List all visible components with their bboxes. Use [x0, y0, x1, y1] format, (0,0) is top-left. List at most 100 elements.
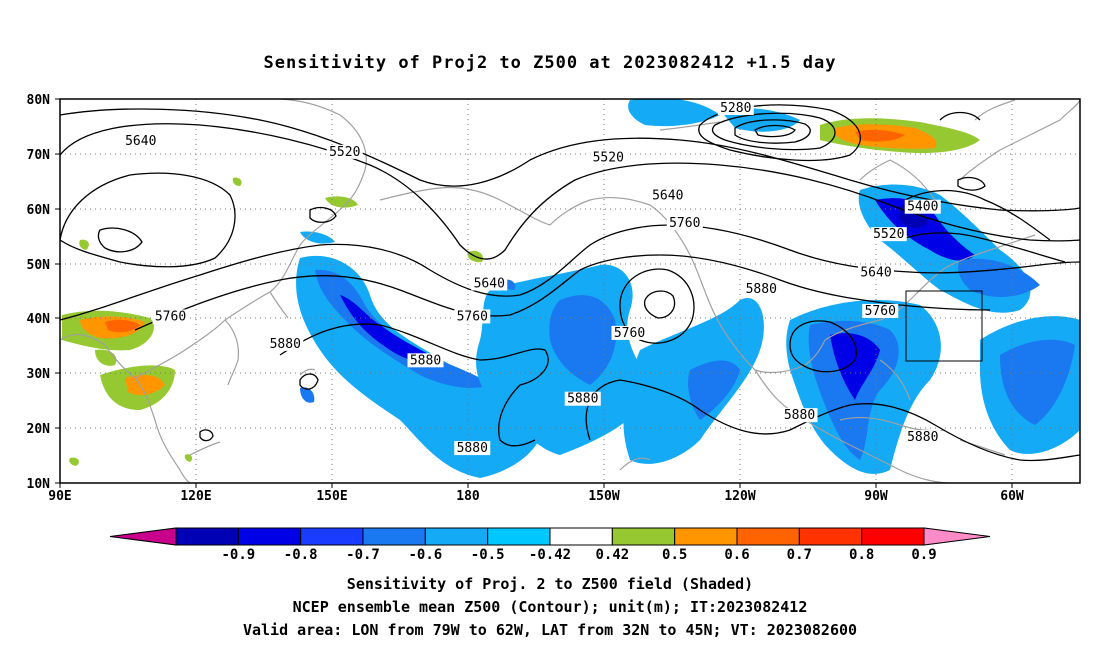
colorbar-tick: -0.8 [284, 547, 318, 563]
svg-text:5760: 5760 [614, 326, 645, 341]
lon-label: 180 [456, 489, 480, 504]
colorbar-swatch [237, 527, 302, 546]
svg-text:5640: 5640 [125, 134, 156, 149]
colorbar [109, 527, 991, 546]
longitude-labels: 90E 120E 150E 180 150W 120W 90W 60W [48, 489, 1024, 504]
lon-label: 90W [864, 489, 888, 504]
contour-label: 5760 [611, 325, 648, 341]
svg-text:5760: 5760 [457, 309, 488, 324]
contour-label: 5760 [666, 216, 703, 231]
svg-text:5400: 5400 [907, 200, 938, 215]
lon-label: 60W [1000, 489, 1024, 504]
lat-label: 40N [27, 312, 51, 327]
latitude-labels: 80N 70N 60N 50N 40N 30N 20N 10N [27, 93, 51, 492]
positive-sensitivity-shading [62, 118, 980, 466]
svg-text:5520: 5520 [873, 227, 904, 242]
lat-lon-grid [60, 99, 1080, 483]
contour-label: 5880 [407, 353, 444, 368]
contour-label: 5880 [267, 336, 304, 352]
colorbar-swatch [487, 527, 551, 546]
contour-label: 5640 [471, 276, 508, 292]
lat-label: 20N [27, 422, 51, 437]
lon-label: 120E [180, 489, 211, 504]
coastlines [60, 99, 1080, 483]
svg-text:5520: 5520 [329, 145, 360, 160]
colorbar-swatch [736, 527, 800, 546]
colorbar-tick: -0.42 [529, 547, 571, 563]
svg-text:5760: 5760 [155, 309, 186, 324]
svg-text:5880: 5880 [410, 353, 441, 368]
colorbar-tick: -0.9 [221, 547, 255, 563]
contour-label: 5880 [781, 408, 818, 423]
colorbar-high-arrow [923, 527, 991, 546]
svg-text:5520: 5520 [593, 150, 624, 165]
contour-label: 5520 [326, 144, 363, 160]
contour-label: 5880 [564, 391, 601, 407]
colorbar-tick-labels: -0.9 -0.8 -0.7 -0.6 -0.5 -0.42 0.42 0.5 0.6 0.7 0.… [221, 547, 936, 563]
svg-text:5640: 5640 [860, 266, 891, 281]
contour-label: 5760 [454, 309, 491, 324]
lat-label: 30N [27, 367, 51, 382]
lon-label: 150E [316, 489, 347, 504]
colorbar-swatch [798, 527, 863, 546]
valid-area-box [905, 290, 983, 362]
colorbar-tick: -0.6 [408, 547, 442, 563]
colorbar-tick: 0.9 [911, 547, 936, 563]
contour-label: 5760 [862, 303, 899, 319]
footer-line-1: Sensitivity of Proj. 2 to Z500 field (Sh… [347, 575, 753, 593]
svg-text:5760: 5760 [865, 304, 896, 319]
colorbar-tick: 0.7 [787, 547, 812, 563]
contour-label: 5400 [904, 199, 941, 215]
lat-label: 60N [27, 203, 51, 218]
svg-text:5280: 5280 [720, 101, 751, 116]
contour-label: 5520 [590, 150, 627, 165]
contour-label: 5640 [649, 188, 686, 204]
colorbar-swatch [674, 527, 738, 546]
colorbar-tick: 0.6 [724, 547, 749, 563]
footer-line-3: Valid area: LON from 79W to 62W, LAT fro… [243, 621, 857, 639]
contour-label: 5880 [904, 430, 941, 445]
map-frame [59, 98, 1081, 484]
svg-text:5880: 5880 [907, 430, 938, 445]
colorbar-swatch [300, 527, 364, 546]
svg-text:5640: 5640 [474, 277, 505, 292]
svg-text:5880: 5880 [784, 408, 815, 423]
contour-label: 5280 [717, 100, 754, 116]
lat-label: 50N [27, 258, 51, 273]
lon-label: 90E [48, 489, 71, 504]
axis-ticks [55, 98, 1013, 488]
colorbar-tick: -0.7 [346, 547, 380, 563]
z500-contours [60, 104, 1080, 462]
contour-label: 5880 [454, 441, 491, 456]
colorbar-tick: 0.8 [849, 547, 874, 563]
colorbar-swatch [362, 527, 426, 546]
map-title: Sensitivity of Proj2 to Z500 at 20230824… [264, 53, 837, 73]
colorbar-tick: 0.5 [662, 547, 687, 563]
colorbar-swatch [861, 527, 925, 546]
colorbar-swatch [611, 527, 676, 546]
colorbar-low-arrow [109, 527, 177, 546]
lon-label: 150W [588, 489, 619, 504]
contour-label: 5760 [152, 309, 189, 324]
svg-text:5880: 5880 [457, 441, 488, 456]
svg-text:5640: 5640 [652, 189, 683, 204]
lat-label: 10N [27, 477, 51, 492]
contour-label: 5640 [122, 133, 159, 149]
svg-text:5880: 5880 [567, 392, 598, 407]
colorbar-swatch [175, 527, 239, 546]
colorbar-tick: -0.5 [471, 547, 505, 563]
svg-text:5880: 5880 [746, 282, 777, 297]
contour-label: 5520 [870, 227, 907, 242]
svg-text:5880: 5880 [270, 337, 301, 352]
lat-label: 80N [27, 93, 51, 108]
svg-text:5760: 5760 [669, 216, 700, 231]
colorbar-swatch [424, 527, 489, 546]
lat-label: 70N [27, 148, 51, 163]
colorbar-tick: 0.42 [595, 547, 629, 563]
footer-line-2: NCEP ensemble mean Z500 (Contour); unit(… [293, 598, 808, 616]
contour-label: 5880 [743, 282, 780, 297]
contour-label: 5640 [858, 265, 894, 281]
